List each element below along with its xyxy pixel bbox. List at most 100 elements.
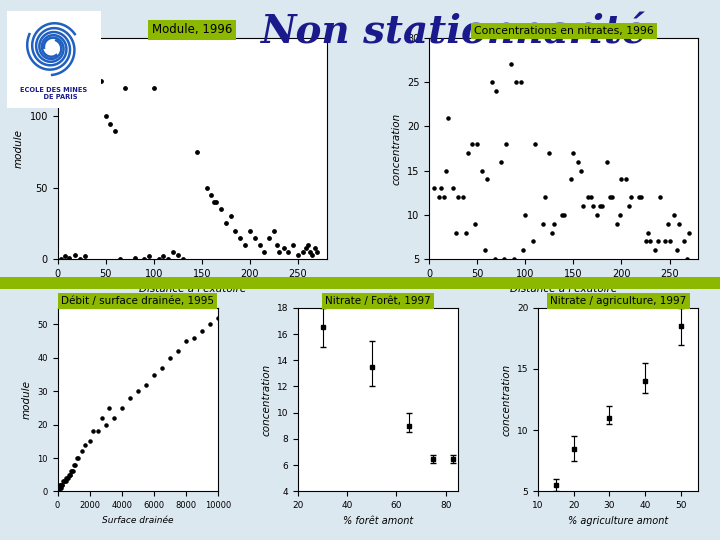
Point (192, 148, 203, 157)
Point (148, 370, 160, 379)
Point (305, 248, 316, 256)
Point (177, 255, 189, 264)
Point (220, 219, 232, 228)
Point (300, 244, 312, 252)
Text: ECOLE DES MINES
      DE PARIS: ECOLE DES MINES DE PARIS (20, 87, 88, 100)
Point (537, 219, 549, 228)
Point (500, 140, 512, 149)
Point (505, 60, 517, 69)
Point (271, 241, 283, 249)
Point (481, 175, 492, 184)
Point (114, 255, 126, 264)
Point (71, 454, 83, 462)
Point (539, 193, 550, 201)
Point (587, 202, 598, 211)
Point (672, 246, 683, 255)
Point (515, 78, 526, 86)
Point (53, 484, 64, 492)
X-axis label: % agriculture amont: % agriculture amont (568, 516, 668, 525)
Point (158, 252, 169, 261)
Point (486, 78, 498, 86)
Point (55, 481, 67, 489)
Point (180, 337, 192, 346)
Point (498, 255, 510, 264)
Point (60, 477, 71, 485)
Point (87, 427, 99, 436)
Point (544, 148, 555, 157)
Point (662, 219, 673, 228)
Point (100, 420, 112, 429)
Point (644, 237, 656, 246)
Point (567, 148, 579, 157)
Point (604, 193, 616, 201)
Point (164, 354, 176, 362)
Point (654, 193, 666, 201)
Point (577, 202, 589, 211)
Point (235, 233, 246, 242)
Point (156, 363, 168, 372)
Y-axis label: module: module (14, 129, 24, 168)
Point (258, 248, 270, 256)
Point (659, 237, 670, 246)
Point (76, 447, 87, 456)
Point (529, 140, 541, 149)
Point (302, 241, 313, 249)
Point (491, 86, 503, 95)
Point (572, 158, 584, 166)
Point (626, 193, 637, 201)
Point (428, 184, 440, 193)
Point (86, 76, 97, 85)
Point (239, 241, 251, 249)
Point (527, 237, 539, 246)
Point (683, 228, 695, 237)
Point (172, 251, 184, 259)
Point (74, 255, 86, 264)
Point (188, 334, 199, 342)
Point (606, 193, 618, 201)
Point (447, 184, 459, 193)
Point (467, 140, 478, 149)
Point (172, 347, 184, 355)
Point (119, 84, 130, 92)
Point (60, 252, 71, 261)
Point (558, 211, 570, 219)
Point (225, 212, 236, 221)
Point (438, 193, 449, 201)
Point (212, 314, 223, 322)
Point (633, 193, 644, 201)
Point (65, 470, 76, 479)
Point (495, 158, 507, 166)
Point (54, 40, 66, 49)
Point (204, 320, 215, 329)
Point (78, 252, 90, 261)
Point (273, 248, 284, 256)
Point (595, 202, 606, 211)
Point (73, 454, 84, 462)
Point (469, 219, 481, 228)
Point (601, 158, 613, 166)
Point (84, 437, 95, 445)
Point (510, 78, 521, 86)
Point (140, 380, 151, 389)
Point (167, 248, 179, 256)
Point (57, 481, 68, 489)
Point (196, 327, 207, 335)
Point (611, 219, 622, 228)
Point (616, 175, 627, 184)
Point (489, 255, 500, 264)
Point (109, 126, 121, 135)
Point (53, 484, 65, 492)
Point (480, 246, 491, 255)
Point (108, 414, 120, 422)
Point (643, 228, 654, 237)
Point (215, 205, 227, 213)
Point (621, 175, 632, 184)
Point (54, 484, 66, 492)
Point (55, 484, 66, 492)
Point (90, 98, 102, 106)
Point (664, 237, 675, 246)
Text: Module, 1996: Module, 1996 (152, 23, 233, 36)
Point (640, 237, 652, 246)
X-axis label: Surface drainée: Surface drainée (102, 516, 174, 525)
Y-axis label: concentration: concentration (501, 363, 511, 436)
